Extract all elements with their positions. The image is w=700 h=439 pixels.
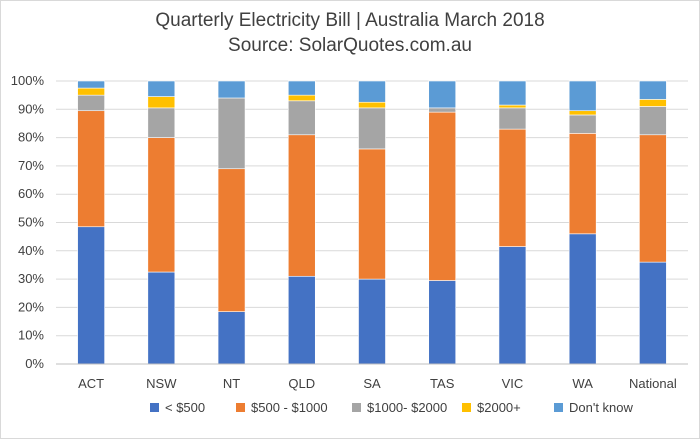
- y-tick-label: 90%: [18, 101, 44, 116]
- bar-segment: [568, 110, 597, 116]
- bar-segment: [568, 80, 597, 112]
- legend-label: $1000- $2000: [367, 400, 447, 415]
- legend-label: < $500: [165, 400, 205, 415]
- bar-segment: [147, 80, 176, 97]
- bar-segment: [287, 94, 316, 102]
- legend-label: Don't know: [569, 400, 634, 415]
- y-tick-label: 60%: [18, 186, 44, 201]
- bar-segment: [77, 80, 105, 89]
- x-tick-label: QLD: [288, 376, 315, 391]
- legend-swatch: [236, 403, 245, 412]
- bar-segment: [147, 107, 176, 138]
- bar-segment: [147, 271, 176, 365]
- bar-segment: [287, 275, 316, 365]
- bar-segment: [217, 311, 246, 365]
- legend-swatch: [352, 403, 361, 412]
- x-tick-label: WA: [572, 376, 593, 391]
- chart-subtitle: Source: SolarQuotes.com.au: [228, 35, 472, 56]
- bar-segment: [568, 133, 597, 235]
- y-tick-label: 50%: [18, 215, 44, 230]
- bar-segment: [217, 80, 246, 99]
- bar-segment: [428, 80, 457, 109]
- y-tick-label: 20%: [18, 299, 44, 314]
- chart-title: Quarterly Electricity Bill | Australia M…: [155, 10, 545, 31]
- bar-segment: [498, 246, 527, 365]
- y-tick-label: 0%: [25, 356, 44, 371]
- bar-segment: [217, 97, 246, 170]
- bar-segment: [498, 128, 527, 247]
- bar-segment: [428, 107, 457, 113]
- bar-segment: [358, 107, 386, 150]
- bar-segment: [358, 101, 386, 109]
- x-tick-label: TAS: [430, 376, 455, 391]
- bar-segment: [498, 104, 527, 109]
- x-tick-label: National: [629, 376, 677, 391]
- bar-segment: [77, 87, 105, 96]
- y-tick-label: 100%: [11, 73, 45, 88]
- y-tick-label: 10%: [18, 328, 44, 343]
- bar-segment: [498, 107, 527, 130]
- bar-segment: [147, 96, 176, 109]
- x-tick-label: SA: [363, 376, 381, 391]
- bar-segment: [428, 111, 457, 281]
- bar-segment: [287, 134, 316, 277]
- bar-segment: [568, 114, 597, 134]
- bar-segment: [498, 80, 527, 106]
- bar-segment: [287, 80, 316, 96]
- bar-segment: [639, 134, 667, 263]
- y-tick-label: 70%: [18, 158, 44, 173]
- bar-segment: [77, 226, 105, 365]
- bar-segment: [217, 168, 246, 312]
- bar-segment: [639, 80, 667, 100]
- bar-segment: [77, 94, 105, 112]
- bar-segment: [358, 80, 386, 103]
- x-tick-label: ACT: [78, 376, 104, 391]
- legend-label: $2000+: [477, 400, 521, 415]
- y-tick-label: 30%: [18, 271, 44, 286]
- legend-swatch: [554, 403, 563, 412]
- bar-segment: [639, 106, 667, 136]
- bar-segment: [77, 110, 105, 228]
- bar-segment: [287, 100, 316, 136]
- x-tick-label: VIC: [502, 376, 524, 391]
- bar-segment: [639, 99, 667, 107]
- y-tick-label: 40%: [18, 243, 44, 258]
- bar-segment: [358, 278, 386, 365]
- x-tick-label: NSW: [146, 376, 177, 391]
- y-tick-label: 80%: [18, 130, 44, 145]
- bar-segment: [568, 233, 597, 365]
- bar-segment: [147, 137, 176, 273]
- bar-segment: [358, 148, 386, 280]
- bar-segment: [639, 261, 667, 365]
- legend-swatch: [150, 403, 159, 412]
- x-tick-label: NT: [223, 376, 240, 391]
- legend-label: $500 - $1000: [251, 400, 328, 415]
- legend-swatch: [462, 403, 471, 412]
- bar-segment: [428, 280, 457, 365]
